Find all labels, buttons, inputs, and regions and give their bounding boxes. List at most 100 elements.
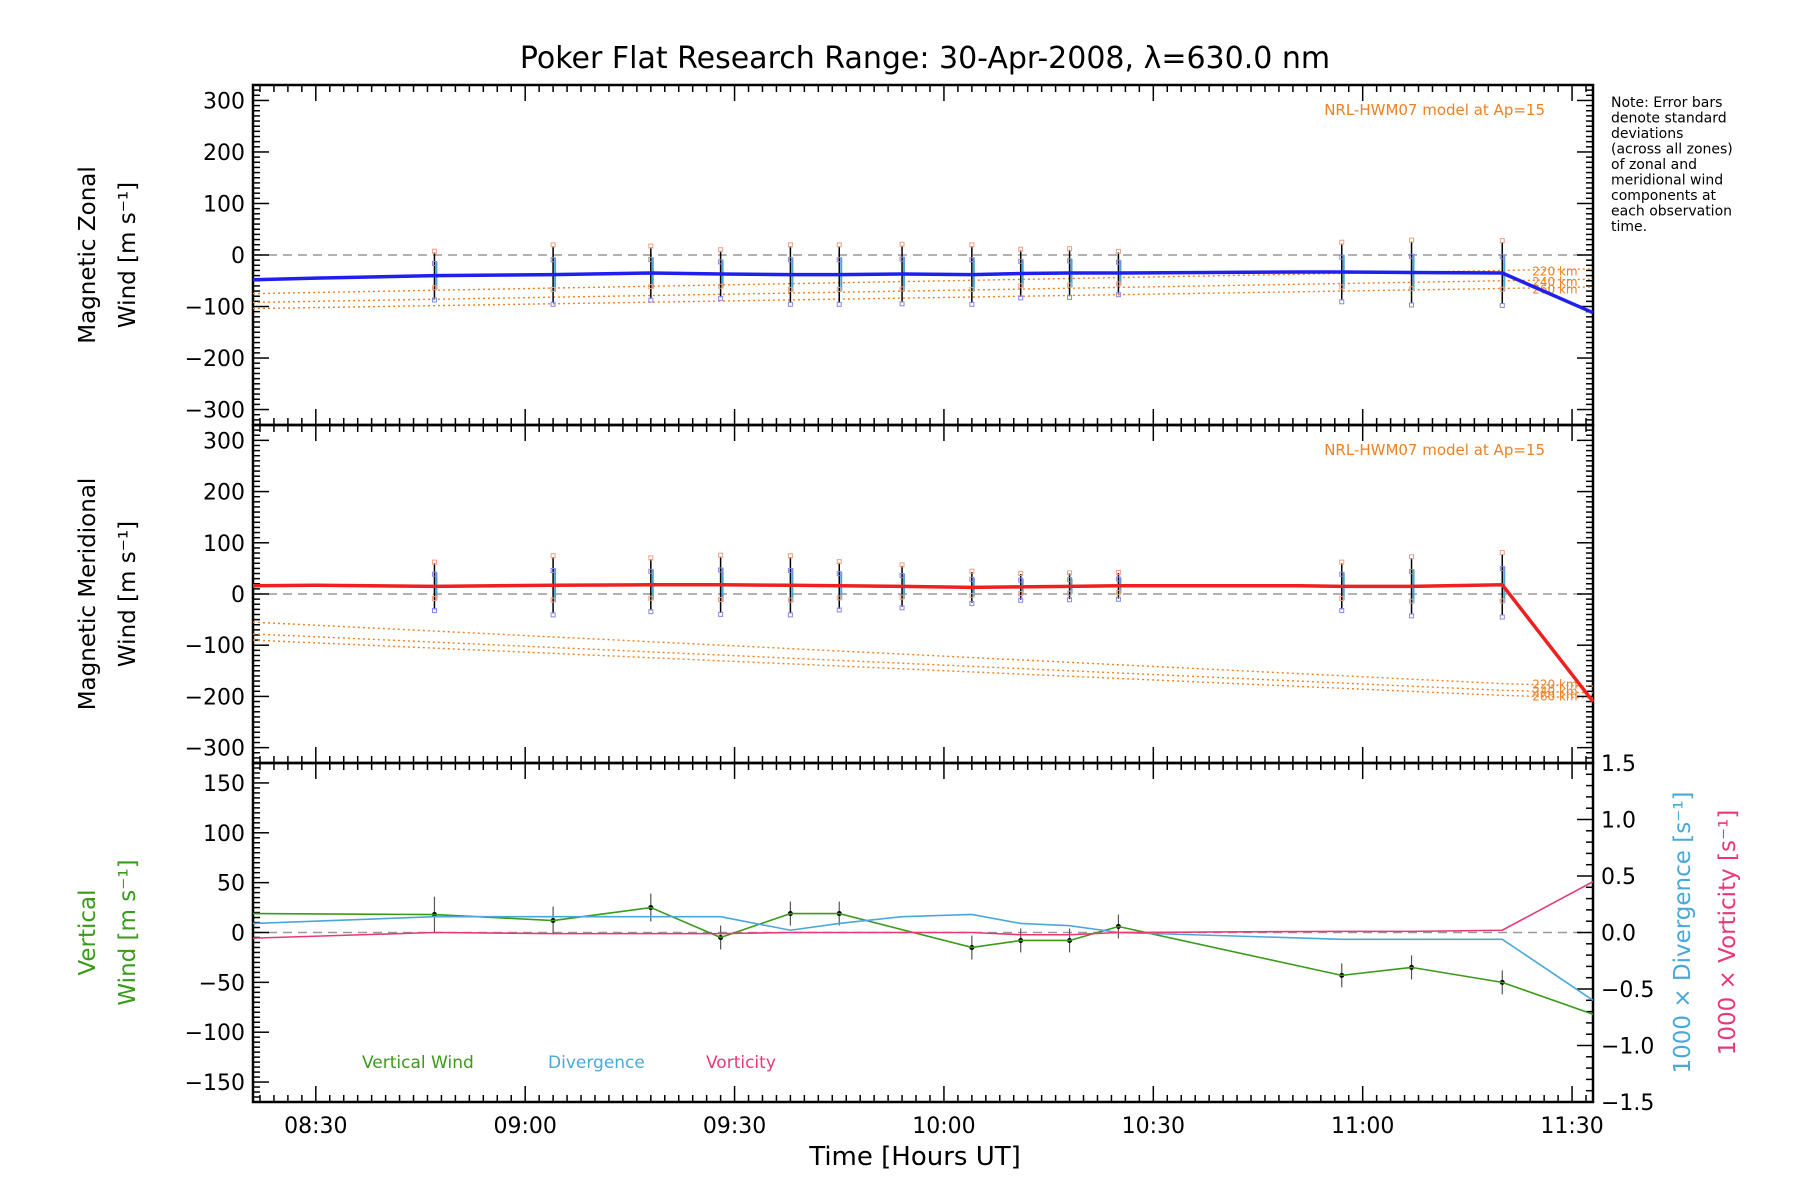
zone-point	[1067, 570, 1073, 576]
zone-point	[550, 301, 556, 307]
model-curve-220km	[252, 268, 1594, 295]
zone-point	[1409, 302, 1415, 308]
note-line: meridional wind	[1611, 173, 1723, 189]
zone-point	[718, 611, 724, 617]
y-tick-label: −300	[185, 737, 245, 762]
zone-point	[1067, 597, 1073, 603]
zone-point	[836, 286, 842, 292]
y3-axis-title: 1000 × Vorticity [s⁻¹]	[1715, 810, 1741, 1056]
zone-point	[648, 297, 654, 303]
zone-point	[836, 595, 842, 601]
zone-point	[1409, 569, 1415, 575]
note-line: (across all zones)	[1611, 142, 1733, 158]
chart-title: Poker Flat Research Range: 30-Apr-2008, …	[520, 41, 1330, 76]
zone-point	[718, 283, 724, 289]
zone-point	[648, 257, 654, 263]
model-altitude-label: 260 km	[1532, 689, 1577, 703]
zone-point	[1499, 238, 1505, 244]
zone-point	[1115, 281, 1121, 287]
meridional-wind-line	[252, 583, 1595, 703]
zone-point	[1115, 576, 1121, 582]
y-axis-title-line2: Wind [m s⁻¹]	[115, 859, 141, 1005]
zone-point	[899, 562, 905, 568]
zone-point	[550, 568, 556, 574]
y-tick-label: −200	[185, 347, 245, 372]
y-axis-title-line1: Vertical	[75, 889, 101, 975]
zone-point	[836, 242, 842, 248]
model-curve-220km	[252, 621, 1594, 687]
zone-point	[431, 559, 437, 565]
model-label: NRL-HWM07 model at Ap=15	[1324, 101, 1545, 119]
model-altitude-label: 240 km	[1532, 684, 1577, 698]
vorticity-axis-title: 1000 × Vorticity [s⁻¹]	[1715, 810, 1741, 1056]
zonal-wind-panel: 300 200 100 0 −100 −200 −300 Magnetic Zonal Wind…	[75, 83, 1595, 427]
zone-point	[1409, 554, 1415, 560]
zone-point	[431, 608, 437, 614]
zone-point	[550, 553, 556, 559]
zone-point	[1115, 259, 1121, 265]
zone-point	[1499, 286, 1505, 292]
zone-point	[1409, 598, 1415, 604]
zone-point	[648, 595, 654, 601]
zone-point	[787, 286, 793, 292]
zone-point	[1339, 254, 1345, 260]
zone-point	[1018, 597, 1024, 603]
zone-point	[1339, 559, 1345, 565]
zone-point	[1409, 237, 1415, 243]
zone-point	[648, 555, 654, 561]
zone-point	[1067, 590, 1073, 596]
zone-point	[836, 571, 842, 577]
zone-point	[1339, 239, 1345, 245]
y2-tick-label: −0.5	[1601, 978, 1654, 1003]
y-tick-label: −300	[185, 399, 245, 424]
zone-point	[1499, 254, 1505, 260]
zone-point	[836, 607, 842, 613]
zone-point	[1018, 591, 1024, 597]
zone-point	[1067, 577, 1073, 583]
y2-axis-title: 1000 × Divergence [s⁻¹]	[1670, 791, 1696, 1073]
zone-point	[1339, 284, 1345, 290]
y-tick-label: 150	[203, 772, 245, 797]
note-line: each observation	[1611, 204, 1732, 220]
model-altitude-label: 220 km	[1532, 264, 1577, 278]
note-line: denote standard	[1611, 111, 1727, 127]
zone-point	[1018, 577, 1024, 583]
y-tick-label: 50	[217, 872, 245, 897]
y-tick-label: −100	[185, 634, 245, 659]
x-tick-label: 09:00	[493, 1114, 556, 1139]
y-tick-label: 100	[203, 192, 245, 217]
zone-point	[836, 559, 842, 565]
y-tick-label: 300	[203, 429, 245, 454]
zone-point	[787, 597, 793, 603]
y2-tick-label: −1.5	[1601, 1091, 1654, 1116]
zone-point	[787, 257, 793, 263]
y2-tick-label: 0.0	[1601, 922, 1636, 947]
zone-point	[648, 243, 654, 249]
zone-point	[431, 248, 437, 254]
meridional-wind-panel: 300 200 100 0 −100 −200 −300 Magnetic Meridiona…	[75, 423, 1595, 765]
zone-point	[1499, 550, 1505, 556]
note-line: of zonal and	[1611, 157, 1697, 173]
model-label: NRL-HWM07 model at Ap=15	[1324, 441, 1545, 459]
zone-point	[1067, 246, 1073, 252]
zone-point	[1115, 596, 1121, 602]
x-axis-label: Time [Hours UT]	[808, 1142, 1021, 1172]
y-tick-label: −50	[199, 971, 245, 996]
zone-point	[550, 597, 556, 603]
y-tick-label: 0	[231, 244, 245, 269]
y-tick-label: 100	[203, 822, 245, 847]
zone-point	[969, 242, 975, 248]
y-tick-label: 100	[203, 532, 245, 557]
zone-point	[1339, 595, 1345, 601]
zone-point	[431, 571, 437, 577]
zone-point	[1018, 295, 1024, 301]
zone-point	[1018, 283, 1024, 289]
y-axis-title-line2: Wind [m s⁻¹]	[115, 521, 141, 667]
vertical-wind-panel: 150 100 50 0 −50 −100 −150 Vertical Wind [m s⁻¹]…	[75, 752, 1741, 1116]
zone-point	[1409, 286, 1415, 292]
y-tick-label: −200	[185, 685, 245, 710]
zone-point	[969, 576, 975, 582]
zone-point	[1115, 569, 1121, 575]
legend-item: Vertical Wind	[362, 1053, 474, 1073]
y-tick-label: 200	[203, 481, 245, 506]
